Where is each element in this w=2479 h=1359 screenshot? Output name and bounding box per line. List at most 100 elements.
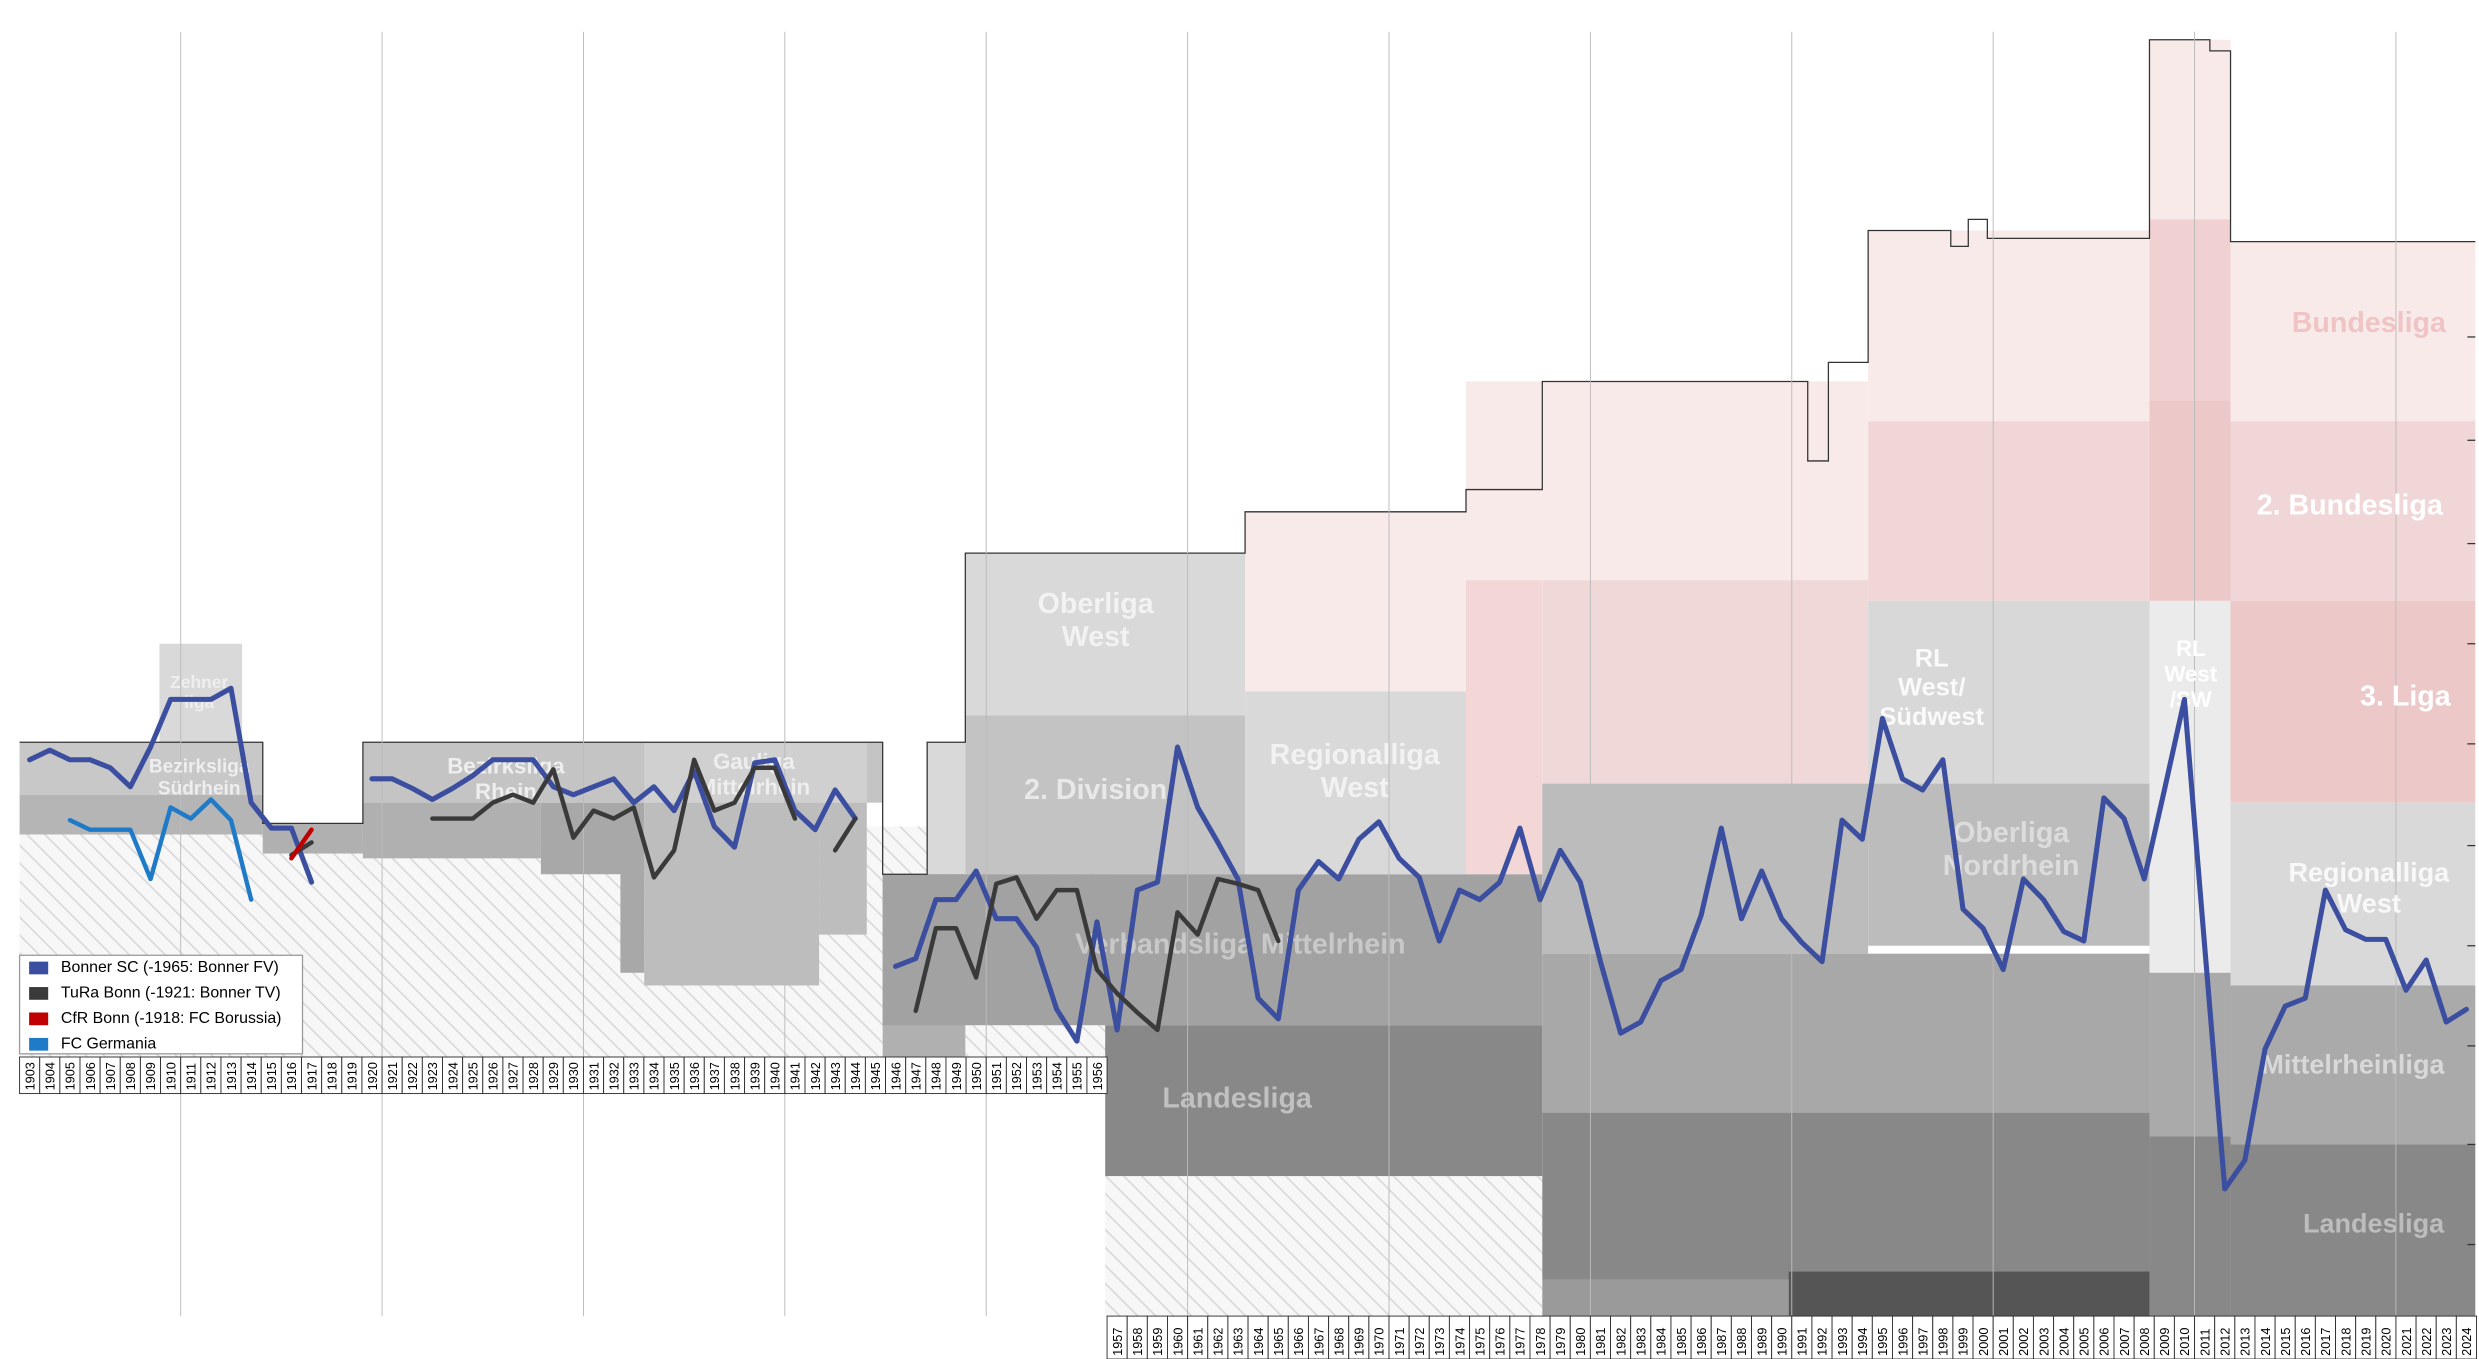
x-tick-label: 1966 xyxy=(1291,1328,1306,1356)
league-region xyxy=(1105,1176,1543,1317)
x-tick-label: 1988 xyxy=(1734,1328,1749,1356)
x-tick-label: 1951 xyxy=(989,1062,1004,1090)
x-tick-label: 1948 xyxy=(929,1062,944,1090)
x-tick-label: 2020 xyxy=(2379,1328,2394,1356)
league-label: Mittelrhein xyxy=(698,774,811,799)
x-tick-label: 2017 xyxy=(2318,1328,2333,1356)
league-label: Zehner xyxy=(170,672,228,692)
league-region xyxy=(1466,381,1869,581)
x-tick-label: 2014 xyxy=(2258,1328,2273,1356)
legend-label: Bonner SC (-1965: Bonner FV) xyxy=(61,959,279,976)
x-tick-label: 2007 xyxy=(2117,1328,2132,1356)
x-tick-label: 1964 xyxy=(1251,1328,1266,1356)
x-tick-label: 1957 xyxy=(1110,1328,1125,1356)
x-tick-label: 1923 xyxy=(425,1062,440,1090)
x-tick-label: 2016 xyxy=(2298,1328,2313,1356)
x-tick-label: 1987 xyxy=(1714,1328,1729,1356)
league-label: Oberliga xyxy=(1038,588,1155,620)
x-tick-label: 2015 xyxy=(2278,1328,2293,1356)
x-tick-label: 1947 xyxy=(909,1062,924,1090)
legend-swatch xyxy=(29,987,49,1000)
league-region xyxy=(1466,580,1543,875)
league-label: West xyxy=(1062,621,1130,653)
x-tick-label: 1911 xyxy=(184,1063,199,1090)
legend-label: CfR Bonn (-1918: FC Borussia) xyxy=(61,1010,282,1027)
league-label: Oberliga xyxy=(1953,817,2070,849)
league-region xyxy=(1105,1025,1543,1177)
series-line xyxy=(289,827,314,861)
league-label: 2. Bundesliga xyxy=(2257,490,2444,522)
league-region xyxy=(1542,783,1869,954)
league-region xyxy=(2230,241,2476,422)
x-tick-label: 1933 xyxy=(627,1062,642,1090)
series-line xyxy=(27,685,2469,1192)
x-tick-label: 1953 xyxy=(1029,1062,1044,1090)
x-tick-label: 1974 xyxy=(1452,1328,1467,1356)
x-tick-label: 2009 xyxy=(2157,1328,2172,1356)
league-region xyxy=(644,802,820,986)
legend-swatch xyxy=(29,1037,49,1051)
league-label: Verbandsliga Mittelrhein xyxy=(1075,928,1406,960)
league-region xyxy=(2149,219,2231,401)
league-region xyxy=(1542,580,1869,784)
x-tick-label: 1905 xyxy=(63,1062,78,1090)
x-tick-label: 2006 xyxy=(2097,1328,2112,1356)
x-tick-label: 2011 xyxy=(2197,1328,2212,1355)
league-label: Mittelrheinliga xyxy=(2261,1050,2445,1080)
legend-swatch xyxy=(29,961,49,975)
x-tick-cell xyxy=(2455,1315,2477,1359)
league-label: Bezirksliga xyxy=(149,757,250,778)
x-tick-label: 1976 xyxy=(1493,1328,1508,1356)
league-region xyxy=(159,643,243,743)
league-region xyxy=(1788,1271,2150,1317)
league-label: West xyxy=(2164,662,2217,687)
league-outline xyxy=(19,39,2476,875)
league-label: Südrhein xyxy=(158,779,241,800)
league-region xyxy=(1868,600,2150,784)
x-tick-label: 1919 xyxy=(345,1062,360,1090)
league-region xyxy=(1868,230,2150,422)
x-tick-label: 1999 xyxy=(1956,1328,1971,1356)
legend-swatch xyxy=(29,1012,49,1026)
x-tick-label: 2003 xyxy=(2036,1328,2051,1356)
x-tick-label: 1984 xyxy=(1654,1328,1669,1356)
x-tick-label: 1917 xyxy=(304,1062,319,1090)
league-label: 3. Liga xyxy=(2360,680,2452,712)
league-label: West/ xyxy=(1898,674,1965,702)
league-region xyxy=(620,842,645,973)
x-tick-label: 1956 xyxy=(1090,1062,1105,1090)
x-tick-label: 1985 xyxy=(1674,1328,1689,1356)
x-tick-label: 1960 xyxy=(1170,1328,1185,1356)
league-label: Südwest xyxy=(1879,703,1984,731)
x-tick-label: 1978 xyxy=(1533,1328,1548,1356)
x-tick-label: 1943 xyxy=(828,1062,843,1090)
x-tick-label: 1977 xyxy=(1513,1328,1528,1356)
x-tick-label: 2001 xyxy=(1996,1328,2011,1356)
x-tick-label: 1913 xyxy=(224,1062,239,1090)
x-tick-label: 1912 xyxy=(204,1062,219,1090)
x-tick-label: 1904 xyxy=(43,1062,58,1090)
series-lines xyxy=(27,685,2469,1192)
x-tick-label: 1972 xyxy=(1412,1328,1427,1356)
x-tick-label: 1963 xyxy=(1231,1328,1246,1356)
grid xyxy=(180,31,2476,1317)
x-tick-label: 1924 xyxy=(445,1062,460,1090)
x-tick-label: 1944 xyxy=(848,1062,863,1090)
league-label: Regionalliga xyxy=(2289,857,2451,887)
x-tick-label: 1906 xyxy=(83,1062,98,1090)
league-region xyxy=(19,794,263,835)
x-tick-cell xyxy=(1086,1056,1108,1095)
league-region xyxy=(927,742,966,875)
league-label: Regionalliga xyxy=(1270,739,1441,771)
x-tick-label: 1946 xyxy=(888,1062,903,1090)
x-tick-label: 1908 xyxy=(123,1062,138,1090)
x-tick-label: 2002 xyxy=(2016,1328,2031,1356)
league-region xyxy=(2149,400,2231,601)
legend-label: TuRa Bonn (-1921: Bonner TV) xyxy=(61,985,281,1002)
series-line xyxy=(289,757,1281,1033)
x-tick-label: 1921 xyxy=(385,1062,400,1090)
x-tick-label: 1916 xyxy=(284,1062,299,1090)
league-label: RL xyxy=(2176,636,2206,661)
x-tick-label: 1939 xyxy=(747,1062,762,1090)
